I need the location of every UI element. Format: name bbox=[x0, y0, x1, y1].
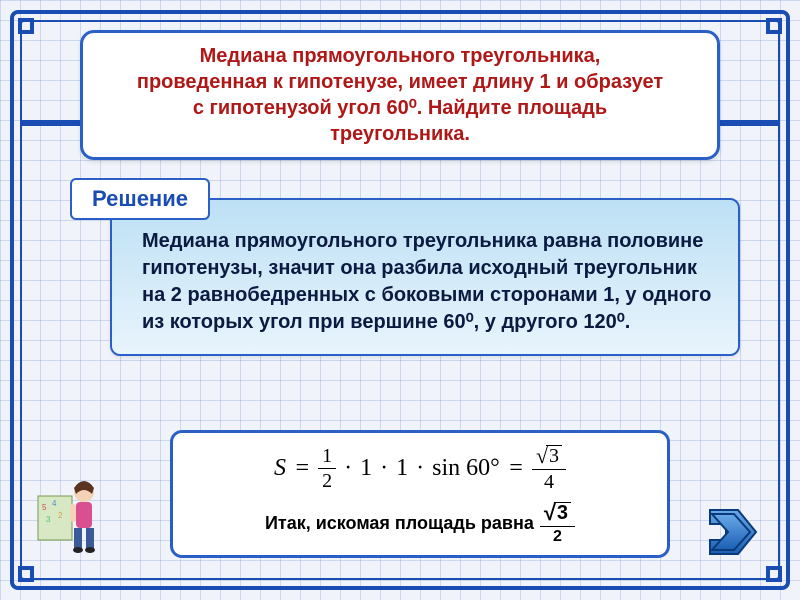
fraction-result: √3 4 bbox=[532, 445, 566, 492]
result-statement: Итак, искомая площадь равна √3 2 bbox=[193, 502, 647, 545]
problem-line: Медиана прямоугольного треугольника, bbox=[200, 45, 601, 67]
next-slide-button[interactable] bbox=[704, 504, 760, 560]
problem-text: Медиана прямоугольного треугольника, про… bbox=[101, 43, 699, 147]
sqrt-value: 3 bbox=[546, 445, 562, 466]
svg-text:5: 5 bbox=[42, 503, 47, 512]
solution-label: Решение bbox=[92, 186, 188, 211]
formula-lhs: S bbox=[274, 455, 286, 482]
dot-operator: · bbox=[344, 455, 352, 482]
svg-text:4: 4 bbox=[52, 499, 57, 508]
numerator: √3 bbox=[540, 502, 575, 527]
equals-sign: = bbox=[508, 455, 524, 482]
svg-text:2: 2 bbox=[58, 511, 63, 520]
equals-sign: = bbox=[294, 455, 310, 482]
formula-box: S = 1 2 · 1 · 1 · sin 60° = √3 4 bbox=[170, 430, 670, 558]
factor-one: 1 bbox=[396, 455, 408, 482]
numerator: √3 bbox=[532, 445, 566, 470]
formula-equation: S = 1 2 · 1 · 1 · sin 60° = √3 4 bbox=[193, 445, 647, 492]
dot-operator: · bbox=[380, 455, 388, 482]
problem-line: с гипотенузой угол 60⁰. Найдите площадь bbox=[193, 97, 607, 119]
solution-text: Медиана прямоугольного треугольника равн… bbox=[142, 228, 714, 336]
problem-line: проведенная к гипотенузе, имеет длину 1 … bbox=[137, 71, 663, 93]
fraction-half: 1 2 bbox=[318, 446, 336, 491]
problem-line: треугольника. bbox=[330, 123, 470, 145]
problem-statement-box: Медиана прямоугольного треугольника, про… bbox=[80, 30, 720, 160]
student-clipart-icon: 5 4 3 2 bbox=[34, 466, 104, 556]
sin-term: sin 60° bbox=[432, 455, 500, 482]
slide-background: Медиана прямоугольного треугольника, про… bbox=[0, 0, 800, 600]
denominator: 4 bbox=[540, 470, 558, 492]
factor-one: 1 bbox=[360, 455, 372, 482]
denominator: 2 bbox=[318, 469, 336, 491]
numerator: 1 bbox=[318, 446, 336, 469]
svg-text:3: 3 bbox=[46, 515, 51, 524]
sqrt-value: 3 bbox=[554, 502, 571, 523]
sqrt-icon: √3 bbox=[536, 445, 562, 467]
sqrt-icon: √3 bbox=[544, 502, 571, 524]
result-prefix: Итак, искомая площадь равна bbox=[265, 513, 534, 534]
solution-body-box: Медиана прямоугольного треугольника равн… bbox=[110, 198, 740, 356]
dot-operator: · bbox=[416, 455, 424, 482]
solution-label-tab: Решение bbox=[70, 178, 210, 220]
denominator: 2 bbox=[549, 527, 566, 545]
fraction-final: √3 2 bbox=[540, 502, 575, 545]
